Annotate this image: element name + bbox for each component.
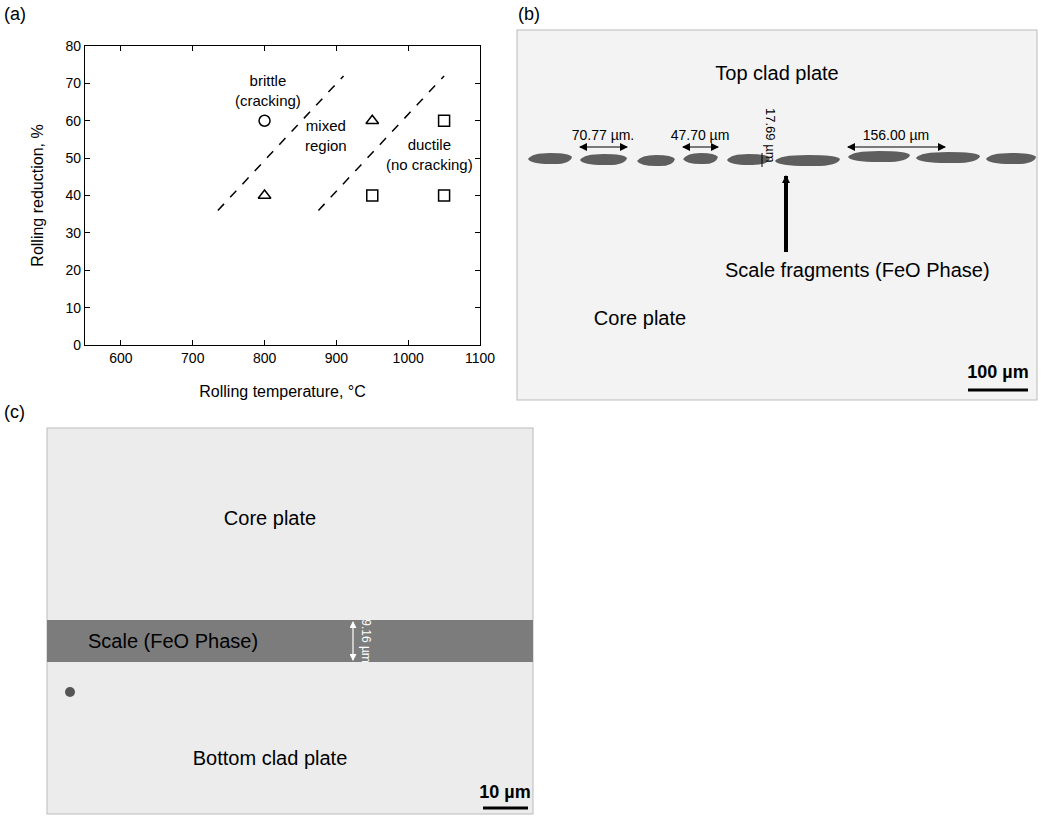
svg-text:9.16 µm: 9.16 µm xyxy=(359,619,373,663)
svg-text:Scale (FeO Phase): Scale (FeO Phase) xyxy=(88,630,258,652)
svg-text:70: 70 xyxy=(65,75,81,91)
svg-text:1000: 1000 xyxy=(393,350,424,366)
svg-text:Rolling reduction, %: Rolling reduction, % xyxy=(29,124,46,266)
svg-text:800: 800 xyxy=(253,350,277,366)
svg-text:1100: 1100 xyxy=(465,350,495,366)
svg-text:70.77 µm.: 70.77 µm. xyxy=(572,127,635,143)
svg-text:80: 80 xyxy=(65,38,81,54)
svg-text:50: 50 xyxy=(65,150,81,166)
svg-text:60: 60 xyxy=(65,113,81,129)
svg-text:mixedregion: mixedregion xyxy=(305,117,347,154)
svg-text:40: 40 xyxy=(65,187,81,203)
svg-text:Scale fragments (FeO Phase): Scale fragments (FeO Phase) xyxy=(725,259,990,281)
svg-text:20: 20 xyxy=(65,262,81,278)
svg-text:700: 700 xyxy=(181,350,205,366)
svg-text:30: 30 xyxy=(65,225,81,241)
svg-text:600: 600 xyxy=(109,350,133,366)
svg-text:Core plate: Core plate xyxy=(224,507,316,529)
svg-text:17.69 µm: 17.69 µm xyxy=(763,108,778,162)
svg-text:100 µm: 100 µm xyxy=(967,362,1028,382)
svg-text:Core plate: Core plate xyxy=(594,307,686,329)
svg-text:10: 10 xyxy=(65,300,81,316)
svg-text:brittle(cracking): brittle(cracking) xyxy=(235,72,301,109)
svg-text:0: 0 xyxy=(73,337,81,353)
svg-text:(b): (b) xyxy=(518,4,540,24)
svg-text:(c): (c) xyxy=(4,402,25,422)
svg-text:900: 900 xyxy=(325,350,349,366)
svg-text:Bottom clad plate: Bottom clad plate xyxy=(193,747,348,769)
svg-text:156.00 µm: 156.00 µm xyxy=(863,127,929,143)
svg-text:Top clad plate: Top clad plate xyxy=(715,62,838,84)
svg-text:10 µm: 10 µm xyxy=(479,782,530,802)
svg-text:Rolling temperature, °C: Rolling temperature, °C xyxy=(199,383,365,400)
svg-text:ductile(no cracking): ductile(no cracking) xyxy=(386,136,473,173)
svg-text:(a): (a) xyxy=(4,4,26,24)
svg-text:47.70 µm: 47.70 µm xyxy=(671,127,730,143)
